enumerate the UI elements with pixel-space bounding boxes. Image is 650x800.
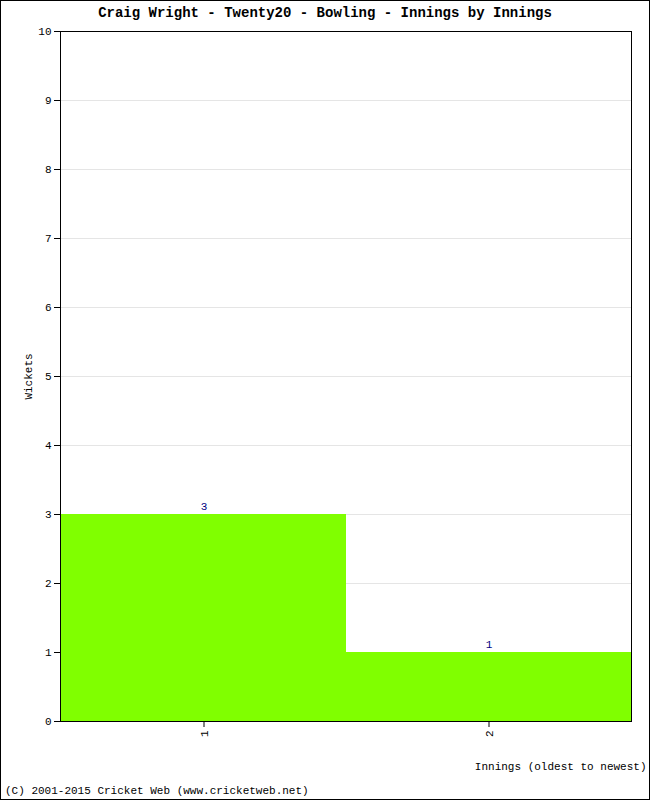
svg-text:1: 1 bbox=[486, 639, 493, 651]
svg-text:10: 10 bbox=[38, 26, 51, 38]
svg-text:3: 3 bbox=[201, 501, 208, 513]
svg-text:8: 8 bbox=[45, 164, 52, 176]
html-text:(C) 2001-2015 Cricket Web (www: (C) 2001-2015 Cricket Web (www.cricketwe… bbox=[5, 785, 309, 797]
svg-text:Innings (oldest to newest): Innings (oldest to newest) bbox=[475, 761, 647, 773]
svg-text:2: 2 bbox=[484, 731, 496, 738]
svg-text:5: 5 bbox=[45, 371, 52, 383]
svg-text:3: 3 bbox=[45, 509, 52, 521]
html-text:Craig Wright - Twenty20 - Bowl: Craig Wright - Twenty20 - Bowling - Inni… bbox=[98, 5, 552, 21]
svg-text:4: 4 bbox=[45, 440, 52, 452]
svg-text:6: 6 bbox=[45, 302, 52, 314]
svg-text:9: 9 bbox=[45, 95, 52, 107]
svg-text:0: 0 bbox=[45, 716, 52, 728]
svg-text:7: 7 bbox=[45, 233, 52, 245]
svg-text:Wickets: Wickets bbox=[23, 353, 35, 399]
svg-text:2: 2 bbox=[45, 578, 52, 590]
svg-text:1: 1 bbox=[199, 730, 211, 737]
svg-text:1: 1 bbox=[45, 647, 52, 659]
